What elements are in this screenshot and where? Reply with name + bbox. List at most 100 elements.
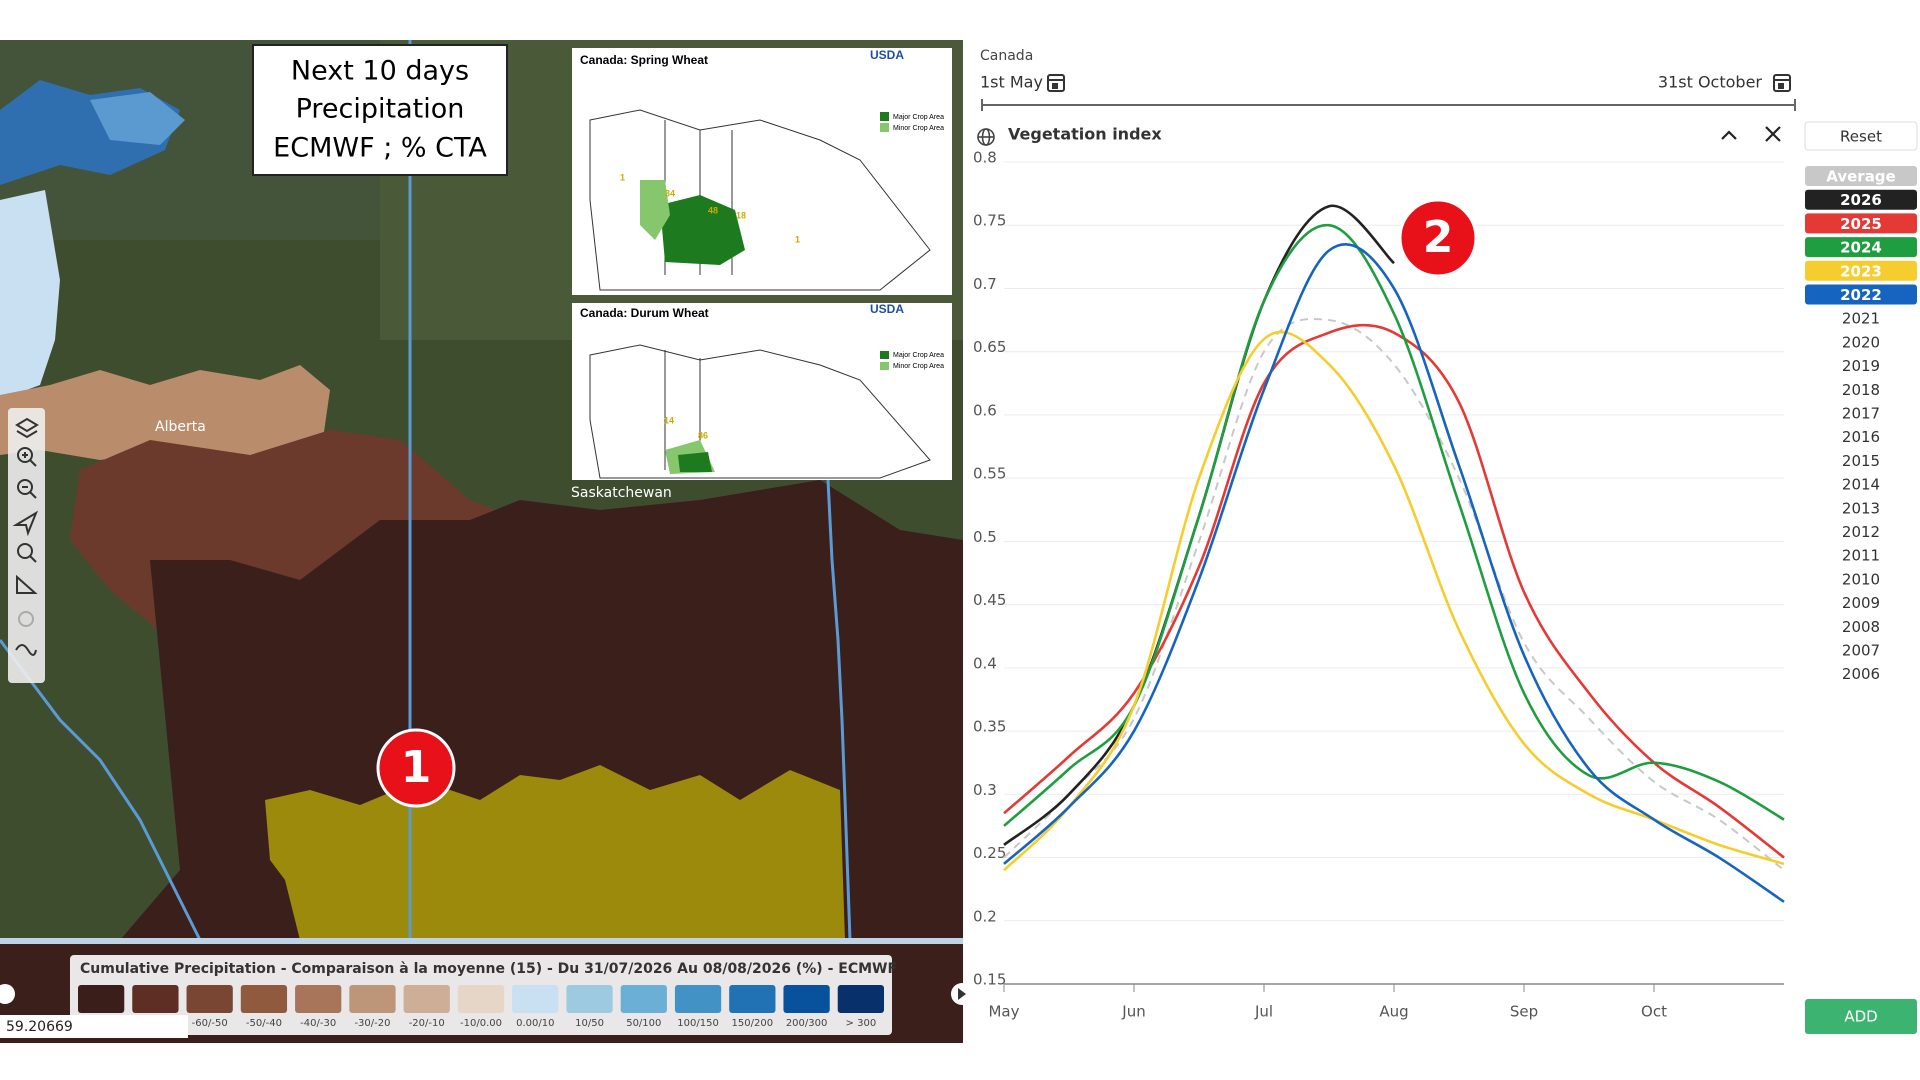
x-tick-label: Jun bbox=[1121, 1003, 1145, 1021]
inset-key: Minor Crop Area bbox=[893, 125, 944, 132]
annotation-marker bbox=[1398, 198, 1478, 278]
inset-number: 14 bbox=[664, 415, 674, 425]
year-option[interactable]: 2010 bbox=[1842, 570, 1880, 588]
legend-swatch bbox=[295, 985, 342, 1013]
map-title-line: Next 10 days bbox=[291, 56, 469, 87]
close-button[interactable] bbox=[1765, 126, 1781, 142]
legend-class-label: > 300 bbox=[846, 1018, 877, 1029]
crop-area bbox=[678, 452, 712, 472]
year-button[interactable] bbox=[1805, 260, 1917, 281]
locate-button[interactable] bbox=[18, 611, 34, 627]
year-button[interactable] bbox=[1805, 213, 1917, 234]
inset-number: 48 bbox=[708, 205, 718, 215]
key-swatch bbox=[880, 123, 889, 132]
y-tick-label: 0.5 bbox=[973, 528, 997, 546]
inset-number: 18 bbox=[736, 210, 746, 220]
legend-swatch bbox=[457, 985, 505, 1013]
legend-swatch bbox=[566, 985, 613, 1013]
legend-swatch bbox=[837, 985, 884, 1013]
draw-button[interactable] bbox=[15, 644, 37, 656]
measure-button[interactable] bbox=[16, 574, 38, 594]
year-option[interactable]: 2016 bbox=[1842, 428, 1880, 446]
year-option[interactable]: 2012 bbox=[1842, 523, 1880, 541]
precip-area bbox=[90, 92, 185, 145]
year-option[interactable]: 2014 bbox=[1842, 476, 1880, 494]
legend-class-label: -40/-30 bbox=[300, 1018, 336, 1029]
inset-logo: USDA bbox=[870, 302, 904, 316]
x-tick-label: Oct bbox=[1641, 1003, 1667, 1021]
series-line bbox=[1003, 330, 1785, 872]
inset-logo: USDA bbox=[870, 48, 904, 62]
year-label: 2025 bbox=[1840, 215, 1882, 233]
y-tick-label: 0.65 bbox=[973, 338, 1006, 356]
map-panel: Next 10 days Precipitation ECMWF ; % CTA… bbox=[0, 40, 973, 1043]
series-line bbox=[1003, 243, 1785, 903]
legend-classes: < -80-80/-60-60/-50-50/-40-40/-30-30/-20… bbox=[78, 985, 884, 1029]
map-title-line: ECMWF ; % CTA bbox=[273, 133, 487, 164]
coordinate: 59.20669 bbox=[6, 1019, 73, 1035]
layers-button[interactable] bbox=[15, 417, 39, 439]
year-option[interactable]: 2021 bbox=[1842, 310, 1880, 328]
y-tick-label: 0.3 bbox=[973, 781, 997, 799]
inset-outline bbox=[589, 109, 931, 291]
legend-swatch bbox=[674, 985, 722, 1013]
year-option[interactable]: 2009 bbox=[1842, 594, 1880, 612]
series-line bbox=[1003, 204, 1395, 846]
start-date[interactable]: 1st May bbox=[980, 73, 1043, 92]
legend-class-label: 100/150 bbox=[677, 1018, 719, 1029]
y-tick-label: 0.15 bbox=[973, 971, 1006, 989]
add-label: ADD bbox=[1844, 1008, 1877, 1026]
legend-class-label: 10/50 bbox=[575, 1018, 604, 1029]
calendar-icon[interactable] bbox=[1773, 74, 1791, 92]
annotation-marker bbox=[376, 728, 456, 808]
add-button[interactable] bbox=[1805, 999, 1917, 1034]
year-option[interactable]: 2015 bbox=[1842, 452, 1880, 470]
year-option[interactable]: 2013 bbox=[1842, 499, 1880, 517]
y-tick-label: 0.75 bbox=[973, 212, 1006, 230]
year-button[interactable] bbox=[1805, 166, 1917, 186]
year-option[interactable]: 2019 bbox=[1842, 357, 1880, 375]
reset-button[interactable] bbox=[1804, 121, 1918, 151]
year-button[interactable] bbox=[1805, 237, 1917, 258]
year-option[interactable]: 2008 bbox=[1842, 618, 1880, 636]
inset-background bbox=[572, 303, 952, 480]
precip-area bbox=[0, 190, 60, 400]
x-tick-label: Sep bbox=[1510, 1003, 1538, 1021]
inset-number: 1 bbox=[620, 172, 625, 182]
year-button[interactable] bbox=[1805, 189, 1917, 210]
navigate-button[interactable] bbox=[12, 510, 39, 537]
globe-icon bbox=[977, 128, 995, 146]
legend-swatch bbox=[403, 985, 450, 1013]
year-option[interactable]: 2006 bbox=[1842, 665, 1880, 683]
key-swatch bbox=[880, 112, 889, 121]
year-option[interactable]: 2020 bbox=[1842, 333, 1880, 351]
zoom-in-button[interactable] bbox=[17, 447, 37, 467]
x-tick-label: Jul bbox=[1254, 1003, 1273, 1021]
zoom-out-button[interactable] bbox=[17, 479, 37, 499]
search-button[interactable] bbox=[17, 543, 37, 563]
key-swatch bbox=[880, 351, 889, 359]
year-option[interactable]: 2011 bbox=[1842, 547, 1880, 565]
legend-swatch bbox=[729, 985, 776, 1013]
inset-number: 86 bbox=[698, 430, 708, 440]
y-tick-label: 0.35 bbox=[973, 718, 1006, 736]
inset-number: 34 bbox=[665, 188, 675, 198]
inset-spring-wheat: Canada: Spring Wheat USDA Major Crop Are… bbox=[572, 48, 952, 295]
year-option[interactable]: 2017 bbox=[1842, 405, 1880, 423]
legend-class-label: 200/300 bbox=[786, 1018, 828, 1029]
map-edge bbox=[0, 938, 963, 944]
inset-key: Minor Crop Area bbox=[893, 363, 944, 370]
legend-swatch bbox=[349, 985, 396, 1013]
prev-button[interactable] bbox=[0, 984, 15, 1004]
year-option[interactable]: 2018 bbox=[1842, 381, 1880, 399]
legend-swatch bbox=[620, 985, 667, 1013]
end-date[interactable]: 31st October bbox=[1658, 73, 1763, 92]
year-button[interactable] bbox=[1805, 284, 1917, 305]
year-option[interactable]: 2007 bbox=[1842, 642, 1880, 660]
legend-swatch bbox=[186, 985, 233, 1013]
collapse-button[interactable] bbox=[1721, 130, 1737, 140]
year-buttons: Average 2026 2025 2024 2023 2022 2021 2020 2019 2… bbox=[1805, 166, 1917, 683]
y-tick-label: 0.2 bbox=[973, 907, 997, 925]
calendar-icon[interactable] bbox=[1047, 74, 1065, 92]
